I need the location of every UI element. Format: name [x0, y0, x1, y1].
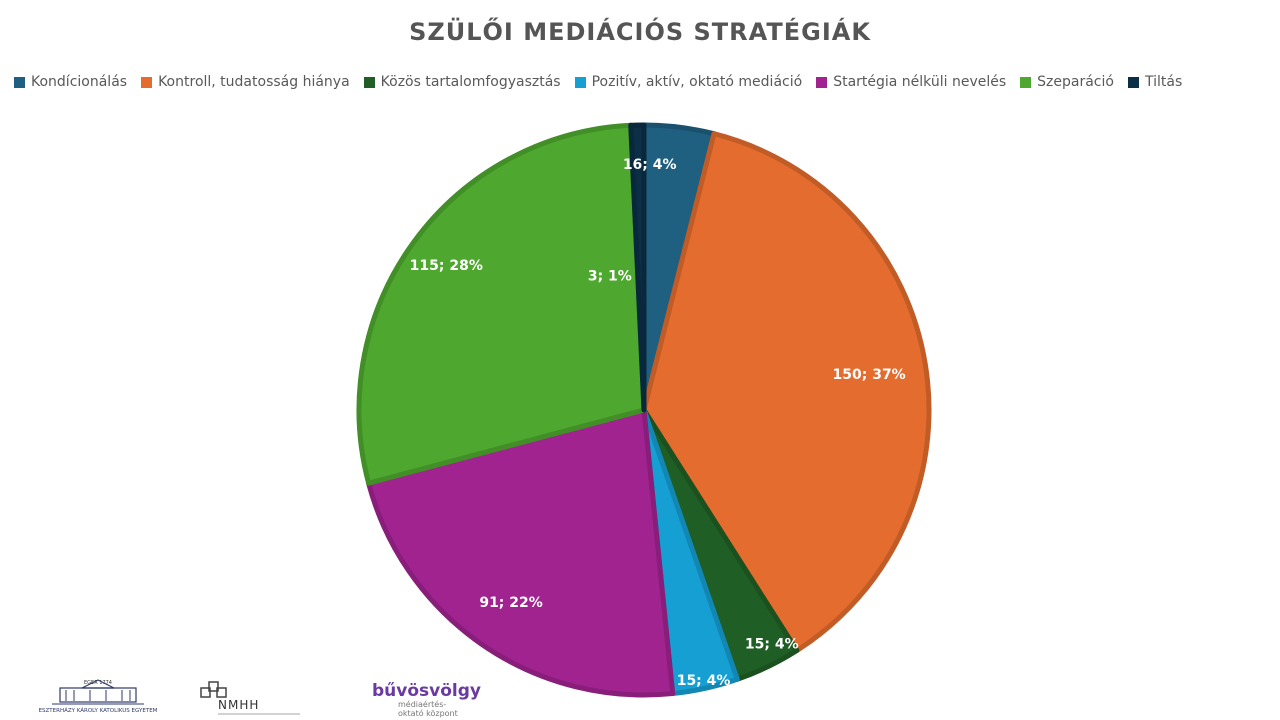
slice-data-label: 150; 37% [833, 367, 906, 383]
pie-slice [366, 407, 676, 698]
chart-title: SZÜLŐI MEDIÁCIÓS STRATÉGIÁK [409, 18, 871, 46]
university-logo-year: EGER 1774 [84, 680, 112, 686]
legend-swatch [1127, 76, 1139, 88]
legend-swatch [816, 76, 828, 88]
pie-slice [628, 122, 647, 413]
slice-data-label: 15; 4% [745, 637, 799, 653]
legend-swatch [574, 76, 586, 88]
legend-label: Szeparáció [1037, 74, 1114, 90]
legend-label: Kontroll, tudatosság hiánya [158, 74, 350, 90]
legend-swatch [14, 76, 25, 88]
legend-item: Kontroll, tudatosság hiánya [141, 74, 350, 90]
legend-item: Közös tartalomfogyasztás [363, 74, 561, 90]
legend-item: Tiltás [1127, 74, 1183, 90]
slice-data-label: 91; 22% [479, 595, 542, 611]
slice-data-label: 16; 4% [623, 157, 677, 173]
university-logo: EGER 1774 ESZTERHÁZY KÁROLY KATOLIKUS EG… [39, 679, 158, 714]
legend-swatch [363, 76, 375, 88]
university-logo-caption: ESZTERHÁZY KÁROLY KATOLIKUS EGYETEM [39, 707, 158, 714]
legend-label: Pozitív, aktív, oktató mediáció [591, 74, 803, 90]
footer-logos: EGER 1774 ESZTERHÁZY KÁROLY KATOLIKUS EG… [39, 679, 481, 718]
legend: Kondícionálás Kontroll, tudatosság hiány… [14, 74, 1276, 90]
legend-item: Pozitív, aktív, oktató mediáció [574, 74, 803, 90]
pie-slice [356, 122, 647, 486]
buvosvolgy-logo: bűvösvölgy médiaértés- oktató központ [372, 681, 481, 718]
legend-item: Kondícionálás [14, 74, 127, 90]
buvosvolgy-logo-subtitle-1: médiaértés- [398, 699, 446, 709]
slice-data-label: 3; 1% [588, 268, 632, 284]
slice-data-label: 15; 4% [677, 673, 731, 689]
nmhh-logo-text: NMHH [218, 698, 259, 712]
legend-item: Szeparáció [1020, 74, 1114, 90]
slice-data-label: 115; 28% [410, 258, 483, 274]
buvosvolgy-logo-subtitle-2: oktató központ [398, 708, 458, 718]
buvosvolgy-logo-name: bűvösvölgy [372, 681, 481, 701]
nmhh-logo: NMHH [200, 681, 300, 715]
legend-label: Közös tartalomfogyasztás [380, 74, 561, 90]
legend-label: Startégia nélküli nevelés [833, 74, 1007, 90]
legend-swatch [141, 76, 153, 88]
legend-label: Kondícionálás [31, 74, 128, 90]
legend-swatch [1020, 76, 1032, 88]
legend-label: Tiltás [1144, 74, 1183, 90]
legend-item: Startégia nélküli nevelés [816, 74, 1006, 90]
